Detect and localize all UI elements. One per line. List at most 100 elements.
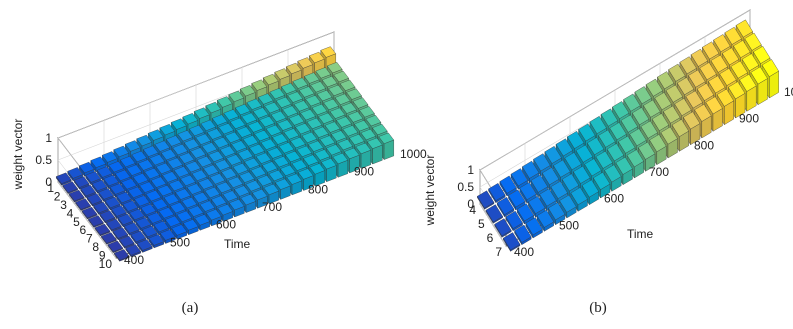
index-tick-label: 9 [99,249,106,263]
time-tick-label: 900 [354,165,374,179]
bar [525,217,543,239]
bar [81,206,98,220]
bar [101,232,117,245]
caption-b: (b) [589,300,607,316]
time-tick-label: 900 [739,112,759,126]
bar [263,183,280,205]
bar [107,240,124,254]
bars [55,46,395,262]
bars [477,19,779,252]
bar [205,209,222,227]
time-tick-label: 500 [559,218,579,232]
bar [496,196,515,218]
bar [73,176,90,190]
x-axis-label: Time [224,237,251,251]
bar [55,172,72,186]
bar [536,209,554,232]
index-tick-label: 7 [495,245,502,259]
bar [99,210,116,224]
bar [80,184,96,199]
bar [85,171,101,186]
bar [88,215,104,228]
bar [108,161,124,177]
index-tick-label: 3 [60,198,67,212]
bar [171,224,188,240]
bar [125,244,142,258]
bar [503,232,521,252]
bar [217,204,234,222]
bar [211,114,228,137]
caption-a: (a) [182,300,199,316]
z-tick-label: 1 [467,163,474,177]
time-tick-label: 700 [649,165,669,179]
index-tick-label: 2 [54,189,61,203]
bar [122,200,139,215]
bar [68,189,85,203]
gridline [479,9,751,171]
bar [559,194,577,219]
x-axis-label: Time [627,227,654,241]
time-tick-label: 1000 [400,147,427,161]
bar [91,179,108,194]
bar [508,189,526,211]
index-tick-label: 10 [99,257,113,271]
bar [104,196,121,211]
bar [516,203,535,225]
index-tick-label: 5 [73,215,80,229]
time-tick-label: 500 [170,235,190,249]
bar [505,210,523,232]
time-tick-label: 800 [308,182,328,196]
chart-panel-a: 40050060070080090010001234567891000.51Ti… [11,31,427,271]
bar [477,190,495,210]
bar [62,181,78,195]
gridline [57,31,335,139]
bar [194,214,211,231]
z-tick-label: 0 [467,197,474,211]
index-tick-label: 7 [86,232,93,246]
z-axis-label: weight vector [423,155,437,227]
gridline [57,181,117,259]
bar [150,176,167,194]
bar [488,183,506,204]
bar [148,234,165,249]
bar [112,227,129,241]
index-tick-label: 8 [92,240,99,254]
z-tick-label: 0.5 [35,153,52,167]
index-tick-label: 4 [67,206,74,220]
bar [75,198,91,212]
bar [119,235,135,249]
time-tick-label: 1000 [784,85,793,99]
bar [186,183,203,202]
bar [130,230,147,245]
bar [67,167,84,182]
gridline [479,203,507,247]
bar [113,249,130,262]
bar [94,223,111,237]
bar [136,239,153,253]
z-tick-label: 0 [45,175,52,189]
time-tick-label: 400 [124,253,144,267]
bar [332,152,349,178]
index-tick-label: 1 [47,181,54,195]
time-tick-label: 600 [216,218,236,232]
z-tick-label: 1 [45,131,52,145]
time-tick-label: 600 [604,192,624,206]
bar [485,204,503,224]
bar [499,175,517,197]
bar [86,193,103,207]
time-tick-label: 400 [514,245,534,259]
bar [93,201,109,216]
index-tick-label: 6 [487,231,494,245]
time-tick-label: 700 [262,200,282,214]
index-tick-label: 6 [80,223,87,237]
bar [581,179,599,206]
index-tick-label: 5 [478,217,485,231]
bar [159,229,176,245]
bar [98,188,114,203]
bar [514,224,532,246]
z-tick-label: 0.5 [457,180,474,194]
